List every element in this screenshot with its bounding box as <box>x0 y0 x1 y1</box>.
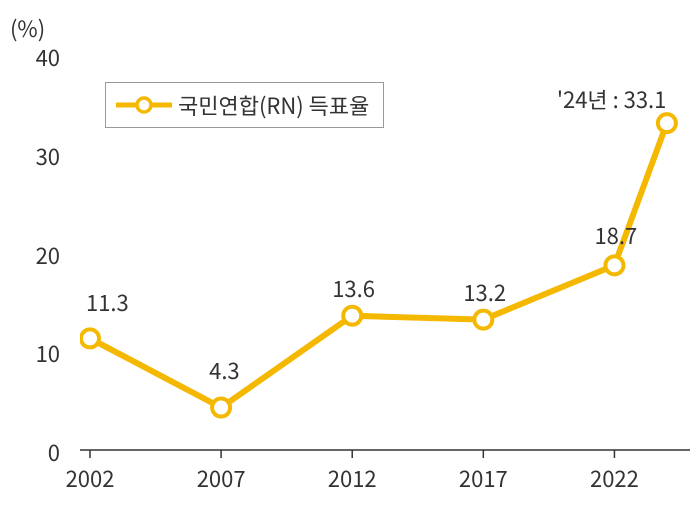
data-point-label: 11.3 <box>86 286 129 318</box>
legend: 국민연합(RN) 득표율 <box>105 82 384 128</box>
data-marker <box>343 307 361 325</box>
x-tick-label: 2022 <box>584 462 644 494</box>
y-tick-label: 20 <box>20 239 60 271</box>
x-ticks <box>90 450 614 458</box>
x-tick-label: 2002 <box>60 462 120 494</box>
data-marker <box>212 399 230 417</box>
chart: (%) 국민연합(RN) 득표율 0 10 20 30 40 2002 2007 2012 20… <box>0 0 696 514</box>
legend-swatch <box>116 95 172 115</box>
data-point-label: 13.2 <box>463 276 506 308</box>
y-tick-label: 10 <box>20 337 60 369</box>
data-marker <box>474 311 492 329</box>
legend-marker <box>137 98 151 112</box>
data-marker <box>605 256 623 274</box>
data-point-label: 13.6 <box>332 272 375 304</box>
y-tick-label: 40 <box>20 41 60 73</box>
x-tick-label: 2017 <box>453 462 513 494</box>
data-point-label: 4.3 <box>209 354 240 386</box>
y-tick-label: 30 <box>20 140 60 172</box>
legend-label: 국민연합(RN) 득표율 <box>178 89 369 121</box>
series-line <box>90 123 667 407</box>
data-point-label: 18.7 <box>594 219 637 251</box>
x-tick-label: 2012 <box>322 462 382 494</box>
y-tick-label: 0 <box>20 436 60 468</box>
data-marker <box>658 114 676 132</box>
data-marker <box>81 329 99 347</box>
y-axis-unit: (%) <box>10 12 45 44</box>
x-tick-label: 2007 <box>191 462 251 494</box>
data-point-label: '24년 : 33.1 <box>557 83 667 115</box>
markers <box>81 114 676 416</box>
